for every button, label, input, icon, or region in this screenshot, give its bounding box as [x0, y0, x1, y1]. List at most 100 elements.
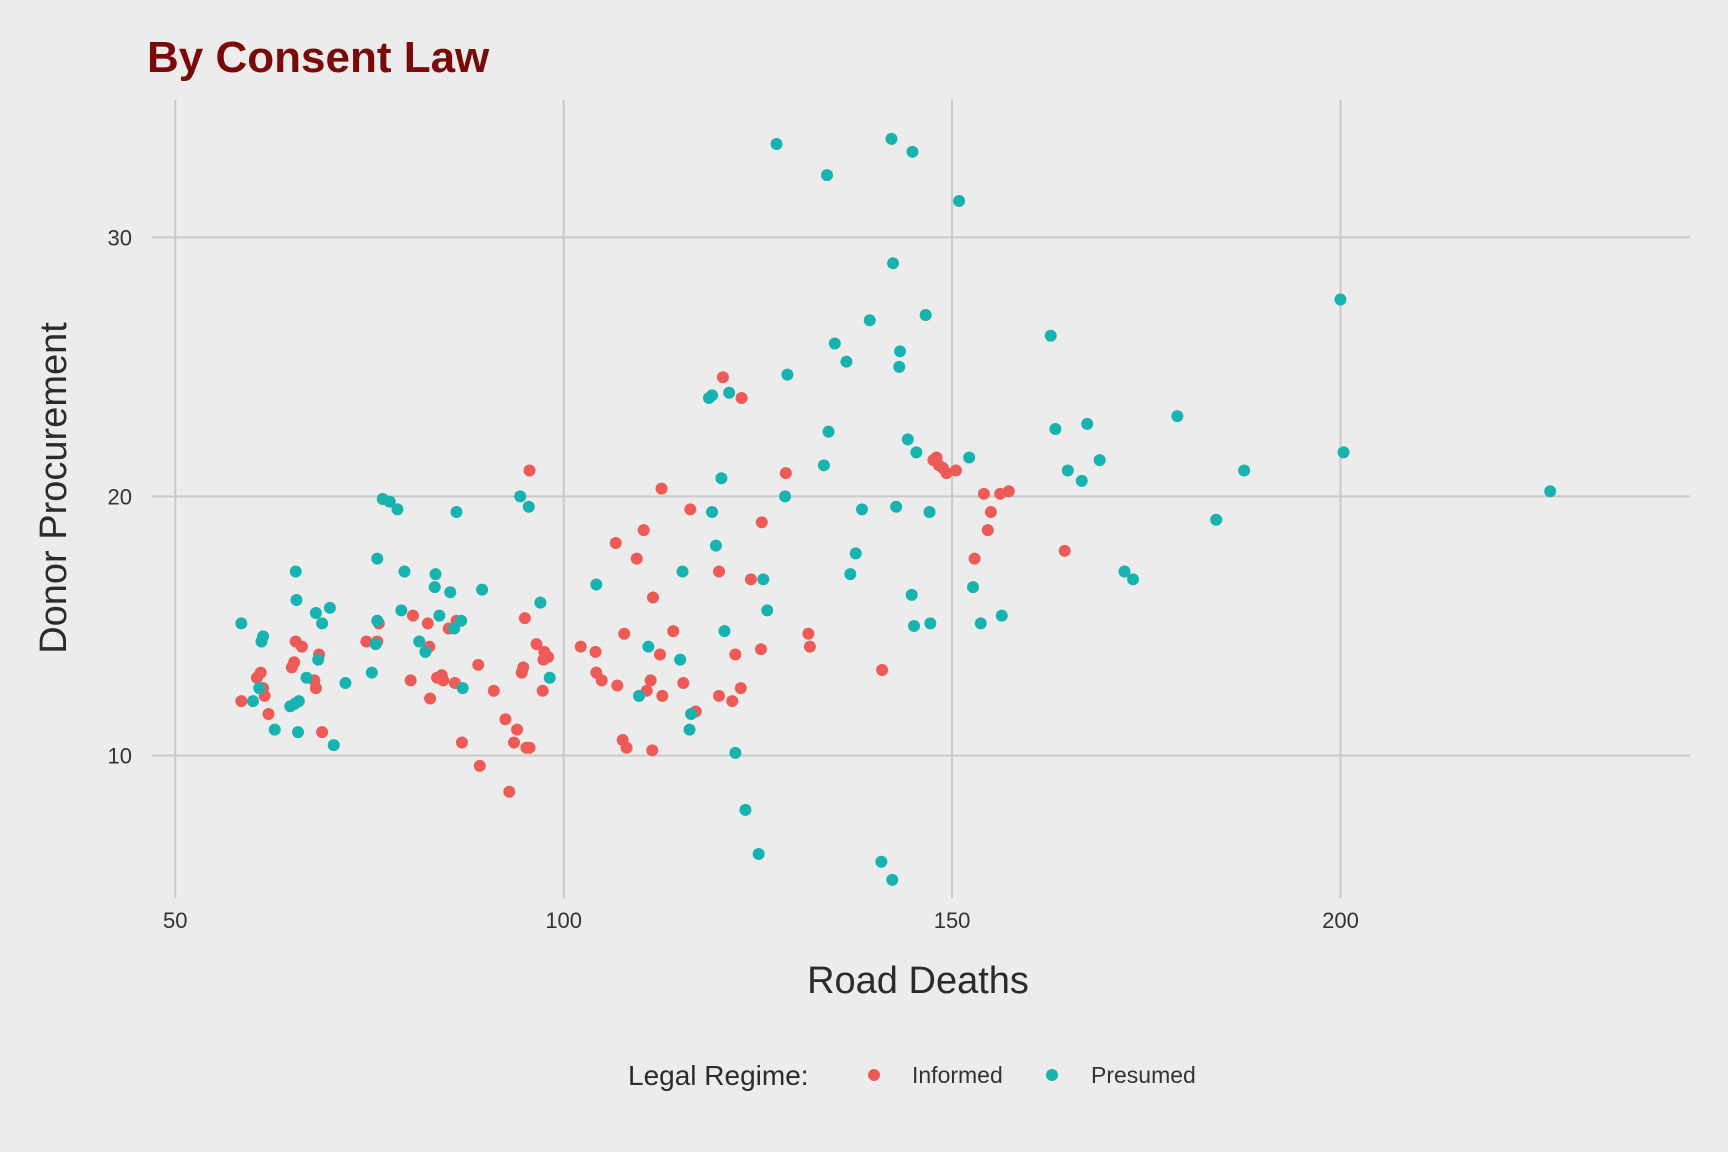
y-tick-labels: 10 20 30: [108, 225, 132, 768]
point-presumed: [450, 505, 463, 518]
point-presumed: [706, 505, 719, 518]
point-presumed: [887, 257, 900, 270]
point-presumed: [1171, 410, 1184, 423]
point-presumed: [890, 500, 903, 513]
point-presumed: [433, 609, 446, 622]
legend-label-informed: Informed: [912, 1062, 1003, 1088]
point-presumed: [1075, 474, 1088, 487]
point-informed: [503, 785, 516, 798]
point-informed: [656, 689, 669, 702]
point-presumed: [906, 145, 919, 158]
point-informed: [667, 625, 680, 638]
point-informed: [574, 640, 587, 653]
point-informed: [309, 682, 322, 695]
point-informed: [803, 640, 816, 653]
chart-title: By Consent Law: [147, 33, 490, 82]
point-presumed: [642, 640, 655, 653]
point-informed: [940, 467, 953, 480]
point-presumed: [905, 588, 918, 601]
point-presumed: [327, 739, 340, 752]
point-presumed: [855, 503, 868, 516]
point-informed: [360, 635, 373, 648]
point-informed: [473, 759, 486, 772]
point-presumed: [995, 609, 1008, 622]
point-informed: [968, 552, 981, 565]
x-tick-label: 200: [1322, 908, 1359, 933]
legend-swatch-informed: [868, 1069, 880, 1081]
point-informed: [507, 736, 520, 749]
point-presumed: [817, 459, 830, 472]
point-presumed: [456, 682, 469, 695]
point-presumed: [339, 676, 352, 689]
point-informed: [655, 482, 668, 495]
point-presumed: [1210, 513, 1223, 526]
point-informed: [684, 503, 697, 516]
point-presumed: [840, 355, 853, 368]
point-presumed: [1061, 464, 1074, 477]
point-presumed: [253, 682, 266, 695]
point-presumed: [821, 169, 834, 182]
point-presumed: [967, 581, 980, 594]
point-presumed: [292, 695, 305, 708]
point-informed: [536, 684, 549, 697]
point-informed: [729, 648, 742, 661]
point-informed: [295, 640, 308, 653]
point-informed: [262, 708, 275, 721]
y-tick-label: 30: [108, 225, 132, 250]
point-informed: [404, 674, 417, 687]
point-presumed: [395, 604, 408, 617]
point-informed: [949, 464, 962, 477]
point-presumed: [522, 500, 535, 513]
point-presumed: [323, 601, 336, 614]
point-informed: [406, 609, 419, 622]
point-informed: [455, 736, 468, 749]
point-presumed: [963, 451, 976, 464]
point-presumed: [1118, 565, 1131, 578]
point-presumed: [709, 539, 722, 552]
point-presumed: [371, 614, 384, 627]
x-axis-title: Road Deaths: [807, 960, 1029, 1002]
point-informed: [713, 689, 726, 702]
point-informed: [589, 645, 602, 658]
point-informed: [316, 726, 329, 739]
point-informed: [647, 591, 660, 604]
point-informed: [254, 666, 267, 679]
point-presumed: [448, 622, 461, 635]
point-informed: [981, 524, 994, 537]
point-presumed: [718, 625, 731, 638]
point-informed: [421, 617, 434, 630]
point-informed: [487, 684, 500, 697]
point-presumed: [1337, 446, 1350, 459]
point-presumed: [685, 708, 698, 721]
legend: Legal Regime: Informed Presumed: [628, 1060, 1196, 1091]
point-presumed: [779, 490, 792, 503]
point-presumed: [723, 386, 736, 399]
point-presumed: [543, 671, 556, 684]
y-tick-label: 10: [108, 744, 132, 769]
point-informed: [499, 713, 512, 726]
point-presumed: [752, 847, 765, 860]
point-informed: [235, 695, 248, 708]
point-informed: [1058, 544, 1071, 557]
point-informed: [977, 487, 990, 500]
point-presumed: [729, 746, 742, 759]
point-presumed: [683, 723, 696, 736]
point-informed: [984, 505, 997, 518]
point-informed: [630, 552, 643, 565]
point-presumed: [844, 568, 857, 581]
point-informed: [609, 537, 622, 550]
point-informed: [595, 674, 608, 687]
point-informed: [637, 524, 650, 537]
point-presumed: [924, 617, 937, 630]
point-presumed: [875, 855, 888, 868]
point-presumed: [781, 368, 794, 381]
point-presumed: [770, 138, 783, 151]
point-presumed: [676, 565, 689, 578]
x-tick-label: 150: [934, 908, 971, 933]
point-presumed: [1049, 423, 1062, 436]
point-informed: [713, 565, 726, 578]
point-presumed: [1238, 464, 1251, 477]
point-presumed: [1127, 573, 1140, 586]
